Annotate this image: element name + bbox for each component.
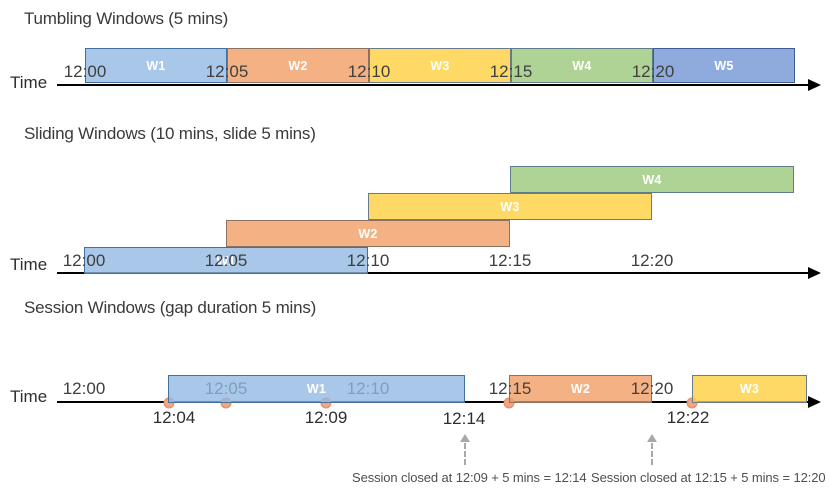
dashed-arrow-icon <box>647 434 657 465</box>
window-label: W5 <box>714 58 734 73</box>
session-closed-annotation: Session closed at 12:15 + 5 mins = 12:20 <box>591 470 826 485</box>
tick-label: 12:10 <box>346 251 390 270</box>
dashed-line <box>464 443 466 465</box>
window-box: W2 <box>227 48 369 83</box>
diagram-title-tumbling: Tumbling Windows (5 mins) <box>24 9 229 28</box>
window-box: W2 <box>509 375 652 403</box>
dashed-line <box>651 443 653 465</box>
arrow-up-head-icon <box>460 434 470 442</box>
window-box: W1 <box>84 247 368 274</box>
window-box: W3 <box>369 48 511 83</box>
axis-arrowhead-icon <box>808 267 821 279</box>
window-label: W4 <box>572 58 592 73</box>
tick-label: 12:00 <box>63 62 107 81</box>
event-time-label: 12:14 <box>442 409 486 428</box>
time-axis <box>57 272 810 274</box>
tick-label: 12:15 <box>489 62 533 81</box>
tick-label: 12:05 <box>204 251 248 270</box>
window-box: W1 <box>85 48 227 83</box>
window-label: W3 <box>430 58 450 73</box>
event-time-label: 12:04 <box>152 408 196 427</box>
window-label: W3 <box>739 382 760 396</box>
window-box: W4 <box>511 48 653 83</box>
window-label: W1 <box>146 58 166 73</box>
axis-arrowhead-icon <box>808 396 821 408</box>
time-axis-label: Time <box>10 73 48 92</box>
tick-label: 12:20 <box>631 62 675 81</box>
tick-label: 12:15 <box>488 251 532 270</box>
dashed-arrow-icon <box>460 434 470 465</box>
axis-arrowhead-icon <box>808 79 821 91</box>
window-label: W4 <box>642 172 662 187</box>
window-label: W2 <box>570 382 591 396</box>
window-label: W2 <box>288 58 308 73</box>
window-box: W3 <box>368 193 652 220</box>
tick-label: 12:00 <box>62 379 106 398</box>
tick-label: 12:20 <box>630 379 674 398</box>
window-label: W1 <box>216 253 236 268</box>
window-box: W5 <box>653 48 795 83</box>
time-axis-label: Time <box>10 255 48 274</box>
event-time-label: 12:22 <box>666 408 710 427</box>
window-box: W1 <box>168 375 465 403</box>
event-time-label: 12:09 <box>304 408 348 427</box>
window-label: W3 <box>500 199 520 214</box>
window-box: W2 <box>226 220 510 247</box>
time-axis-label: Time <box>10 387 48 406</box>
time-axis <box>57 84 810 86</box>
tick-label: 12:10 <box>347 62 391 81</box>
diagram-title-session: Session Windows (gap duration 5 mins) <box>24 298 317 317</box>
tick-label: 12:05 <box>205 62 249 81</box>
tick-label: 12:00 <box>62 251 106 270</box>
tick-label: 12:15 <box>488 379 532 398</box>
session-closed-annotation: Session closed at 12:09 + 5 mins = 12:14 <box>352 470 587 485</box>
window-box: W4 <box>510 166 794 193</box>
diagram-title-sliding: Sliding Windows (10 mins, slide 5 mins) <box>24 124 316 143</box>
window-box: W3 <box>692 375 807 403</box>
window-label: W2 <box>358 226 378 241</box>
arrow-up-head-icon <box>647 434 657 442</box>
tick-label: 12:20 <box>630 251 674 270</box>
window-label: W1 <box>306 382 327 396</box>
